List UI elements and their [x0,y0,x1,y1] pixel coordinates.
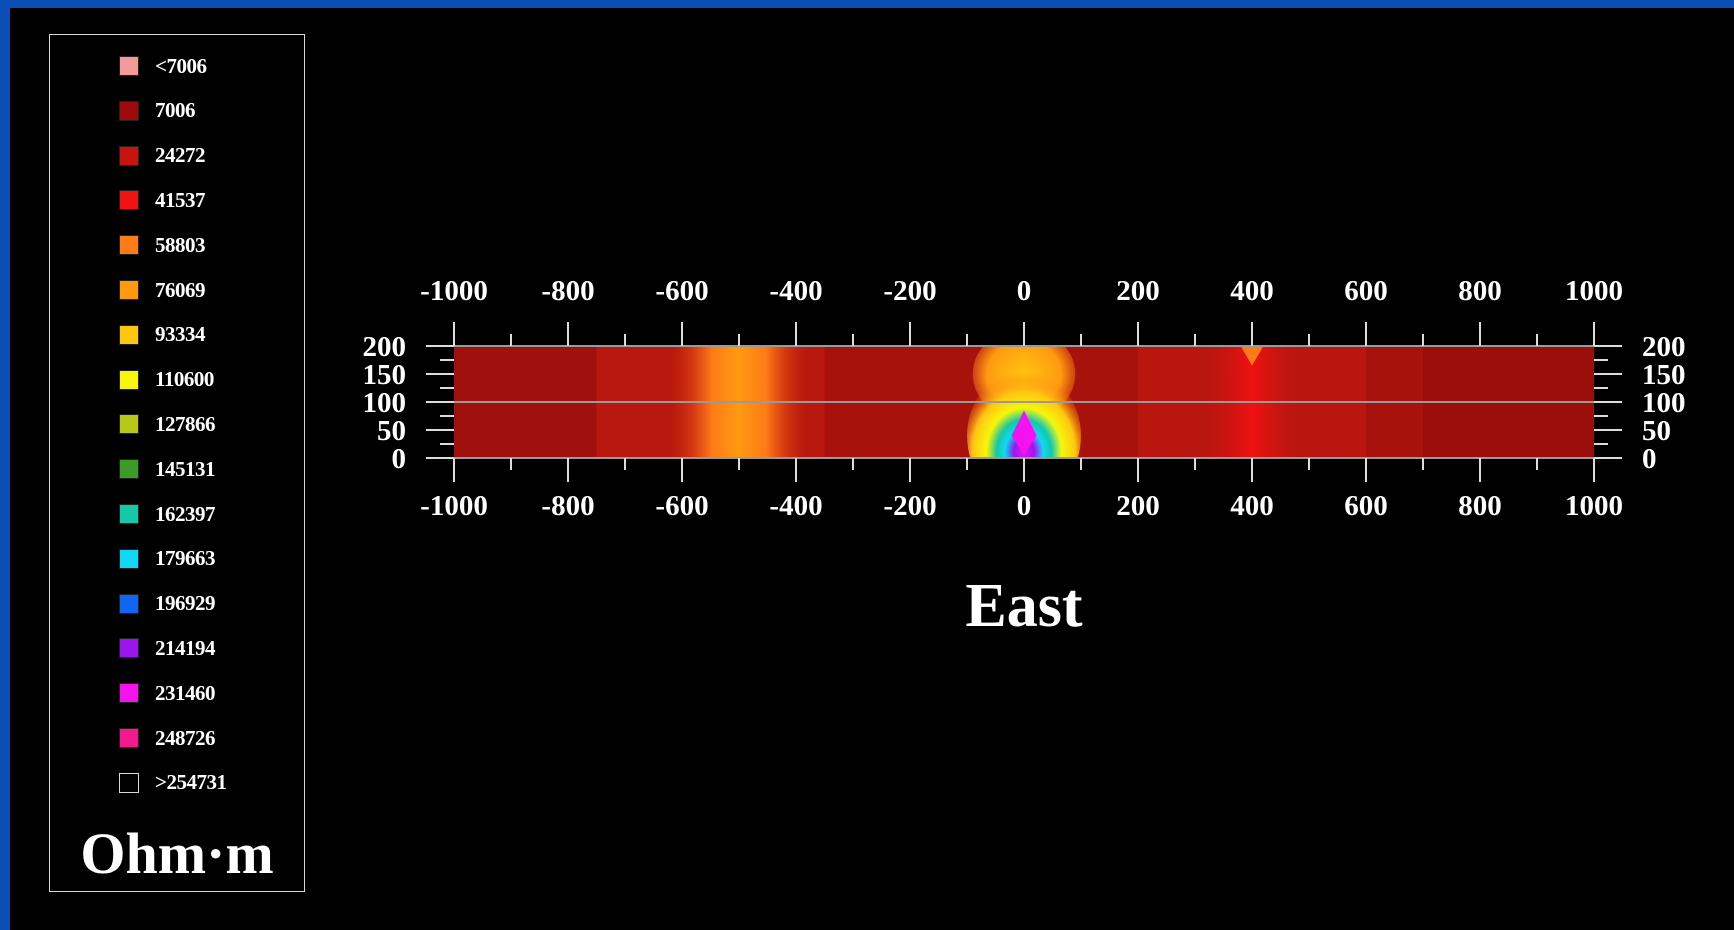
y-tick-label-left: 50 [377,415,406,447]
x-tick-label-bottom: -1000 [420,490,488,522]
legend-swatch [119,100,139,121]
legend-label: >254731 [155,770,227,795]
colorbar-legend: <7006 7006 24272 41537 58803 76069 93334 110600… [49,34,305,892]
x-tick-label-top: -200 [883,275,936,307]
x-tick-label-top: -600 [655,275,708,307]
x-tick-label-bottom: 600 [1344,490,1388,522]
y-tick-label-left: 200 [363,331,407,363]
x-tick-label-top: 200 [1116,275,1160,307]
legend-entry: 162397 [119,501,216,527]
legend-label: 93334 [155,322,206,347]
x-tick-label-bottom: 400 [1230,490,1274,522]
legend-entry: <7006 [119,53,207,79]
legend-entry: 7006 [119,98,196,124]
x-tick-label-top: 0 [1017,275,1032,307]
legend-entry: 93334 [119,322,206,348]
x-tick-label-top: -800 [541,275,594,307]
legend-entry: 58803 [119,232,206,258]
x-axis-title: East [965,572,1082,640]
legend-entry: 127866 [119,411,216,437]
x-tick-label-bottom: 800 [1458,490,1502,522]
legend-label: 248726 [155,725,216,750]
y-tick-label-left: 100 [363,387,407,419]
legend-swatch [119,548,139,569]
x-tick-label-bottom: -200 [883,490,936,522]
legend-label: 162397 [155,501,216,526]
legend-entry: 41537 [119,187,206,213]
legend-label: 214194 [155,635,216,660]
colorbar-unit: Ohm·m [80,821,274,886]
axes: -1000 -1000 -800 -800 -600 -600 -400 -400 -200 -2… [363,275,1686,522]
x-tick-label-bottom: -600 [655,490,708,522]
x-tick-label-top: -1000 [420,275,488,307]
y-tick-label-right: 200 [1642,331,1686,363]
legend-entry: 231460 [119,680,216,706]
legend-entry: 24272 [119,143,206,169]
legend-swatch [119,190,139,211]
legend-entry: 248726 [119,725,216,751]
legend-entry: 76069 [119,277,206,303]
legend-swatch [119,728,139,748]
band-tip [1240,346,1264,366]
x-tick-label-bottom: 1000 [1565,490,1623,522]
y-tick-label-left: 0 [392,443,407,475]
x-tick-label-top: 600 [1344,275,1388,307]
legend-entry: 145131 [119,456,216,482]
legend-swatch [119,324,139,345]
legend-swatch [119,280,139,300]
legend-swatch [119,772,139,793]
y-tick-label-left: 150 [363,359,407,391]
legend-swatch [119,369,139,390]
x-tick-label-bottom: -400 [769,490,822,522]
legend-swatch [119,235,139,256]
legend-swatch [119,145,139,166]
legend-label: 41537 [155,187,206,212]
y-tick-label-right: 150 [1642,359,1686,391]
legend-swatch [119,593,139,614]
x-tick-label-bottom: 0 [1017,490,1032,522]
legend-label: 7006 [155,98,196,123]
legend-swatch [119,683,139,704]
legend-entry: >254731 [119,770,227,796]
x-tick-label-bottom: 200 [1116,490,1160,522]
legend-swatch [119,56,139,76]
legend-swatch [119,459,139,480]
legend-label: <7006 [155,53,207,78]
legend-label: 196929 [155,591,216,616]
y-tick-label-right: 100 [1642,387,1686,419]
plot-canvas: <7006 7006 24272 41537 58803 76069 93334 110600… [10,8,1734,930]
x-tick-label-bottom: -800 [541,490,594,522]
legend-entry: 179663 [119,546,216,572]
legend-label: 127866 [155,411,216,436]
legend-entry: 214194 [119,635,216,661]
legend-label: 58803 [155,232,206,257]
legend-entry: 110600 [119,367,214,393]
legend-swatch [119,414,139,435]
legend-entry: 196929 [119,591,216,617]
anomaly-peak [1011,410,1037,456]
legend-label: 110600 [155,367,214,392]
resistivity-section-plot: -1000 -1000 -800 -800 -600 -600 -400 -400 -200 -2… [363,275,1686,640]
legend-label: 145131 [155,456,216,481]
x-tick-label-top: 800 [1458,275,1502,307]
x-tick-label-top: 1000 [1565,275,1623,307]
legend-label: 76069 [155,277,206,302]
x-tick-label-top: -400 [769,275,822,307]
legend-label: 231460 [155,680,216,705]
y-tick-label-right: 50 [1642,415,1671,447]
legend-label: 24272 [155,143,206,168]
legend-label: 179663 [155,546,216,571]
x-tick-label-top: 400 [1230,275,1274,307]
y-tick-label-right: 0 [1642,443,1657,475]
legend-swatch [119,638,139,659]
legend-swatch [119,504,139,524]
